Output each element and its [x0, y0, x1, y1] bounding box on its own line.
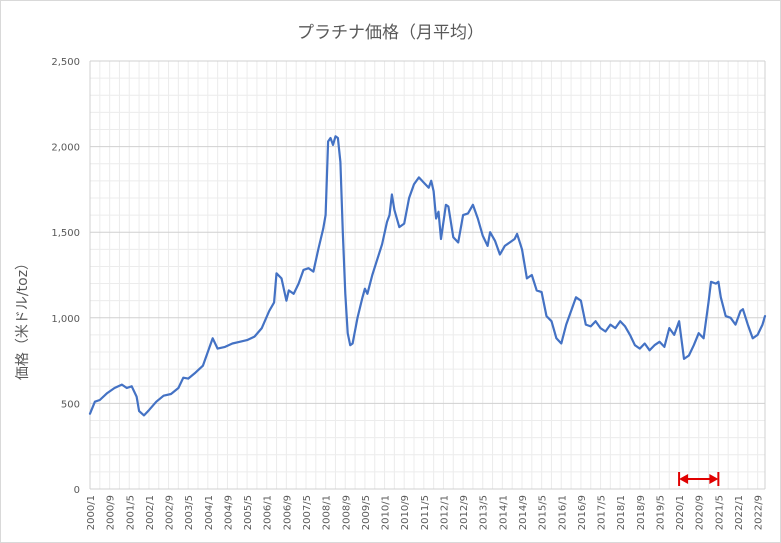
x-tick-label: 2008/1: [322, 495, 333, 530]
x-tick-label: 2012/9: [459, 495, 470, 530]
y-tick-label: 500: [61, 399, 80, 410]
x-tick-label: 2002/9: [165, 495, 176, 530]
x-tick-label: 2007/5: [302, 495, 313, 530]
x-tick-label: 2004/1: [204, 495, 215, 530]
x-tick-label: 2015/5: [538, 495, 549, 530]
x-tick-label: 2022/9: [754, 495, 765, 530]
x-tick-label: 2019/5: [655, 495, 666, 530]
x-tick-label: 2010/1: [381, 495, 392, 530]
x-tick-label: 2012/1: [439, 495, 450, 530]
x-tick-label: 2010/9: [400, 495, 411, 530]
annotation-arrow-head-left: [679, 474, 689, 484]
y-tick-label: 1,000: [51, 314, 80, 325]
grid-lines: [89, 60, 766, 490]
x-tick-label: 2006/1: [263, 495, 274, 530]
x-tick-label: 2008/9: [341, 495, 352, 530]
annotation-arrow-head-right: [709, 474, 719, 484]
x-tick-label: 2002/1: [145, 495, 156, 530]
x-tick-label: 2001/5: [125, 495, 136, 530]
x-tick-label: 2011/5: [420, 495, 431, 530]
chart-title: プラチナ価格（月平均）: [297, 23, 484, 43]
x-tick-label: 2009/5: [361, 495, 372, 530]
x-tick-label: 2018/1: [616, 495, 627, 530]
x-tick-label: 2014/9: [518, 495, 529, 530]
x-tick-label: 2017/5: [597, 495, 608, 530]
x-tick-label: 2000/1: [86, 495, 97, 530]
x-tick-label: 2016/9: [577, 495, 588, 530]
x-tick-label: 2005/5: [243, 495, 254, 530]
y-tick-labels: 0 500 1,000 1,500 2,000 2,500: [51, 57, 80, 496]
series-layer: [88, 135, 767, 417]
annotation-layer: [678, 472, 720, 486]
price-series-line: [88, 135, 767, 417]
x-tick-labels: 2000/1 2000/9 2001/5 2002/1 2002/9 2003/5 2004…: [86, 495, 765, 530]
x-tick-label: 2021/5: [714, 495, 725, 530]
x-tick-label: 2006/9: [282, 495, 293, 530]
x-tick-label: 2016/1: [557, 495, 568, 530]
x-tick-label: 2013/5: [479, 495, 490, 530]
y-tick-label: 0: [74, 485, 80, 496]
x-tick-label: 2004/9: [223, 495, 234, 530]
x-tick-label: 2020/9: [695, 495, 706, 530]
y-tick-label: 2,000: [51, 143, 80, 154]
x-tick-label: 2000/9: [106, 495, 117, 530]
x-tick-label: 2020/1: [675, 495, 686, 530]
x-tick-label: 2003/5: [184, 495, 195, 530]
x-tick-label: 2022/1: [734, 495, 745, 530]
y-tick-label: 1,500: [51, 228, 80, 239]
x-tick-label: 2018/9: [636, 495, 647, 530]
x-tick-label: 2014/1: [498, 495, 509, 530]
y-tick-label: 2,500: [51, 57, 80, 68]
